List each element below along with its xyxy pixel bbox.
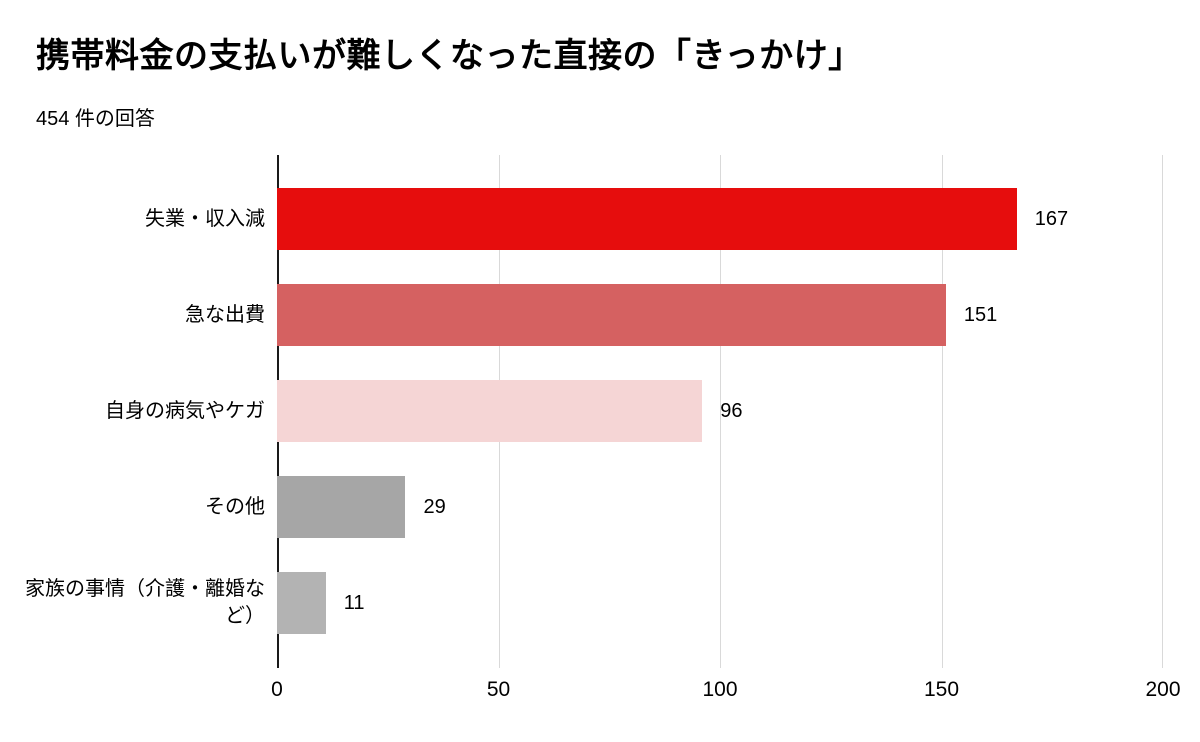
bar-label: 失業・収入減 [145, 207, 265, 230]
value-label: 11 [343, 591, 365, 614]
bar [277, 188, 1017, 250]
bar-row: 96 [277, 363, 1163, 459]
bar [277, 476, 406, 538]
bar [277, 284, 946, 346]
bar [277, 380, 703, 442]
bar [277, 572, 326, 634]
gridline [941, 155, 943, 668]
bar-label: 急な出費 [185, 303, 265, 326]
chart-subtitle: 454 件の回答 [36, 108, 155, 130]
bar-row: 29 [277, 459, 1163, 555]
value-label: 151 [963, 303, 998, 326]
bar-rows: 167 151 96 29 11 [277, 171, 1163, 651]
plot-area: 167 151 96 29 11 [277, 155, 1163, 668]
gridline [1162, 155, 1163, 668]
value-label: 96 [720, 399, 743, 422]
x-axis: 0 50 100 150 200 [271, 678, 1180, 708]
bar-row: 11 [277, 555, 1163, 651]
chart-title: 携帯料金の支払いが難しくなった直接の「きっかけ」 [36, 37, 863, 75]
x-axis-tick: 200 [1145, 678, 1181, 701]
x-axis-tick: 0 [271, 678, 283, 701]
bar-row: 167 [277, 171, 1163, 267]
x-axis-tick: 150 [923, 678, 960, 701]
gridline [720, 155, 721, 668]
x-axis-tick: 100 [702, 678, 738, 701]
x-axis-tick: 50 [486, 678, 511, 701]
bar-label: その他 [205, 495, 265, 518]
bar-label: 自身の病気やケガ [105, 399, 265, 422]
bar-label: 家族の事情（介護・離婚など） [25, 578, 265, 627]
value-label: 29 [423, 495, 446, 518]
y-axis-labels: 失業・収入減 急な出費 自身の病気やケガ その他 家族の事情（介護・離婚など） [24, 171, 265, 651]
bar-row: 151 [277, 267, 1163, 363]
value-label: 167 [1034, 207, 1069, 230]
